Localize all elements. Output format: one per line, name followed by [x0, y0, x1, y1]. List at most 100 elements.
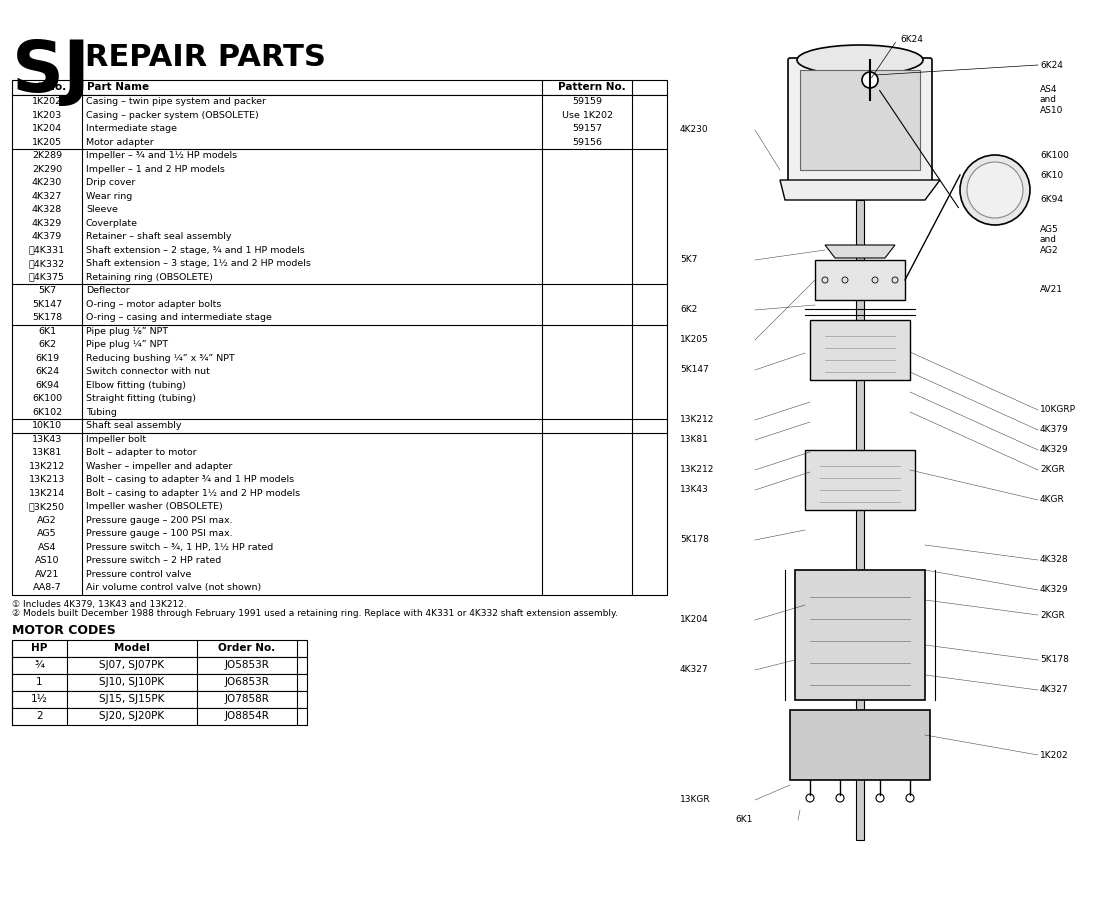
Text: AS4
and
AS10: AS4 and AS10 [1040, 86, 1064, 115]
Text: Order No.: Order No. [219, 643, 276, 653]
Text: 6K24: 6K24 [1040, 60, 1063, 69]
Text: 6K100: 6K100 [32, 394, 62, 403]
Text: Shaft seal assembly: Shaft seal assembly [86, 421, 182, 430]
Text: 6K2: 6K2 [37, 340, 56, 349]
Text: 1K205: 1K205 [680, 336, 708, 345]
Text: ␱4K331: ␱4K331 [29, 246, 65, 255]
Text: 5K178: 5K178 [680, 536, 708, 544]
Bar [810, 320, 910, 380]
Text: 1K204: 1K204 [32, 124, 62, 133]
Bar [12, 80, 667, 95]
Text: Impeller – ¾ and 1½ HP models: Impeller – ¾ and 1½ HP models [86, 151, 238, 160]
Text: 4K327: 4K327 [32, 192, 62, 201]
Bar [670, 20, 1080, 870]
Text: Tubing: Tubing [86, 408, 117, 417]
Text: 2KGR: 2KGR [1040, 610, 1065, 619]
Text: 6K94: 6K94 [35, 381, 59, 390]
Text: Impeller bolt: Impeller bolt [86, 435, 146, 444]
Text: 2K290: 2K290 [32, 165, 62, 174]
Text: Washer – impeller and adapter: Washer – impeller and adapter [86, 462, 232, 471]
Text: 13K214: 13K214 [29, 489, 65, 498]
Text: 4K327: 4K327 [1040, 686, 1068, 695]
Text: 5K147: 5K147 [32, 300, 62, 309]
Text: 4K329: 4K329 [32, 219, 62, 228]
Text: JO5853R: JO5853R [224, 660, 270, 670]
Text: 6K24: 6K24 [900, 35, 923, 44]
Text: SJ20, SJ20PK: SJ20, SJ20PK [99, 711, 165, 721]
Text: Deflector: Deflector [86, 286, 130, 295]
Text: Impeller washer (OBSOLETE): Impeller washer (OBSOLETE) [86, 502, 222, 511]
Text: 4K329: 4K329 [1040, 446, 1068, 454]
Text: AG5
and
AG2: AG5 and AG2 [1040, 225, 1058, 255]
Text: Reducing bushing ¼” x ¾” NPT: Reducing bushing ¼” x ¾” NPT [86, 354, 234, 363]
Text: SJ07, SJ07PK: SJ07, SJ07PK [99, 660, 165, 670]
Text: Model: Model [114, 643, 150, 653]
Circle shape [967, 162, 1023, 218]
Text: Use 1K202: Use 1K202 [561, 111, 613, 120]
Text: 1K205: 1K205 [32, 138, 62, 147]
Text: 6K10: 6K10 [1040, 170, 1063, 179]
Text: Impeller – 1 and 2 HP models: Impeller – 1 and 2 HP models [86, 165, 224, 174]
Text: Intermediate stage: Intermediate stage [86, 124, 177, 133]
Text: 13K213: 13K213 [29, 475, 65, 484]
Text: JO6853R: JO6853R [224, 677, 270, 687]
Text: 13K43: 13K43 [32, 435, 63, 444]
Text: 13KGR: 13KGR [680, 796, 711, 805]
Text: Pipe plug ¼” NPT: Pipe plug ¼” NPT [86, 340, 168, 349]
Text: 10K10: 10K10 [32, 421, 62, 430]
Text: SJ10, SJ10PK: SJ10, SJ10PK [99, 677, 165, 687]
Bar [12, 707, 307, 724]
Text: MOTOR CODES: MOTOR CODES [12, 625, 116, 637]
Ellipse shape [798, 45, 923, 75]
Text: Air volume control valve (not shown): Air volume control valve (not shown) [86, 583, 262, 592]
Circle shape [862, 72, 878, 88]
Text: SJ: SJ [12, 38, 91, 107]
Text: AV21: AV21 [1040, 285, 1063, 294]
Text: Elbow fitting (tubing): Elbow fitting (tubing) [86, 381, 186, 390]
Text: Bolt – adapter to motor: Bolt – adapter to motor [86, 448, 197, 457]
Bar [12, 95, 667, 595]
Text: O-ring – motor adapter bolts: O-ring – motor adapter bolts [86, 300, 221, 309]
Text: 6K1: 6K1 [735, 815, 752, 824]
Text: 13K212: 13K212 [29, 462, 65, 471]
Text: 1K202: 1K202 [1040, 751, 1068, 760]
Text: 4K230: 4K230 [680, 125, 708, 134]
Bar [805, 450, 915, 510]
Text: 4K328: 4K328 [1040, 555, 1068, 564]
Text: Casing – packer system (OBSOLETE): Casing – packer system (OBSOLETE) [86, 111, 258, 120]
Text: 6K2: 6K2 [680, 305, 697, 314]
Text: Shaft extension – 2 stage, ¾ and 1 HP models: Shaft extension – 2 stage, ¾ and 1 HP mo… [86, 246, 305, 255]
Text: JO7858R: JO7858R [224, 694, 270, 704]
Text: Sleeve: Sleeve [86, 205, 118, 214]
Text: 5K178: 5K178 [32, 313, 62, 322]
Text: 1½: 1½ [31, 694, 48, 704]
Text: HP: HP [31, 643, 47, 653]
Text: 13K81: 13K81 [680, 436, 708, 445]
Bar [12, 656, 307, 673]
Text: 4KGR: 4KGR [1040, 496, 1065, 505]
Text: 6K19: 6K19 [35, 354, 59, 363]
Text: Straight fitting (tubing): Straight fitting (tubing) [86, 394, 196, 403]
Text: 5K147: 5K147 [680, 365, 708, 374]
Text: Pressure control valve: Pressure control valve [86, 570, 191, 579]
Text: Pressure gauge – 100 PSI max.: Pressure gauge – 100 PSI max. [86, 529, 232, 538]
Text: AG2: AG2 [37, 516, 57, 525]
Text: 1K202: 1K202 [32, 97, 62, 106]
Text: 6K24: 6K24 [35, 367, 59, 376]
Text: AS10: AS10 [35, 556, 59, 565]
Circle shape [960, 155, 1030, 225]
Text: 4K379: 4K379 [1040, 426, 1069, 435]
Text: ¾: ¾ [34, 660, 44, 670]
Text: ␲4K375: ␲4K375 [29, 273, 65, 282]
Text: 6K1: 6K1 [37, 327, 56, 336]
Text: 5K7: 5K7 [37, 286, 56, 295]
Bar [12, 673, 307, 690]
Text: 2KGR: 2KGR [1040, 465, 1065, 474]
Text: 2K289: 2K289 [32, 151, 62, 160]
Text: ② Models built December 1988 through February 1991 used a retaining ring. Replac: ② Models built December 1988 through Feb… [12, 608, 618, 617]
Polygon shape [780, 180, 940, 200]
Text: 59157: 59157 [572, 124, 602, 133]
Text: Pattern No.: Pattern No. [558, 83, 626, 93]
Text: Switch connector with nut: Switch connector with nut [86, 367, 210, 376]
Text: Part No.: Part No. [18, 83, 66, 93]
